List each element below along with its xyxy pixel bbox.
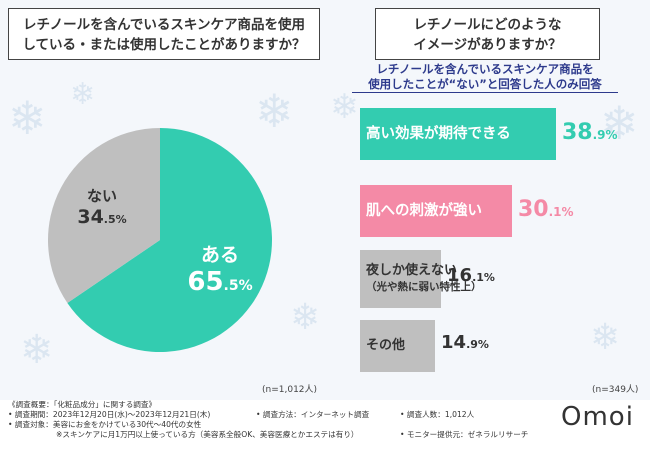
footer-provider: • モニター提供元：ゼネラルリサーチ bbox=[400, 430, 529, 439]
bar-2: 夜しか使えない （光や熱に弱い特性上） bbox=[360, 250, 482, 308]
snowflake-icon: ❄ bbox=[70, 77, 96, 112]
bar-value-0: 38.9% bbox=[562, 120, 618, 145]
bar-value-1: 30.1% bbox=[518, 197, 574, 222]
survey-footer: 《調査概要：「化粧品成分」に関する調査》 • 調査期間：2023年12月20日(… bbox=[8, 400, 548, 440]
pie-slice-label-aru: ある bbox=[200, 244, 239, 266]
footer-count: • 調査人数：1,012人 bbox=[400, 410, 475, 419]
pie-n-label: (n=1,012人) bbox=[262, 385, 318, 395]
snowflake-icon: ❄ bbox=[290, 297, 321, 338]
pie-slice-label-nai: ない bbox=[86, 187, 117, 205]
subtitle-underline bbox=[352, 92, 618, 93]
right-question-box: レチノールにどのような イメージがありますか？ bbox=[375, 8, 600, 60]
pie-slice-value-aru: 65.5% bbox=[187, 267, 253, 297]
snowflake-icon: ❄ bbox=[330, 87, 359, 127]
omoi-logo: Omoi bbox=[561, 402, 634, 432]
bar-1: 肌への刺激が強い bbox=[360, 185, 512, 237]
bar-value-3: 14.9% bbox=[441, 332, 489, 353]
right-subtitle: レチノールを含んでいるスキンケア商品を 使用したことが“ない”と回答した人のみ回… bbox=[368, 62, 602, 91]
snowflake-icon: ❄ bbox=[600, 96, 639, 150]
snowflake-icon: ❄ bbox=[8, 91, 47, 145]
bar-0: 高い効果が期待できる bbox=[360, 108, 556, 160]
footer-note: ※スキンケアに月1万円以上使っている方（美容系全般OK、美容医療とかエステは有り… bbox=[56, 430, 359, 439]
bar-value-2: 16.1% bbox=[447, 265, 495, 286]
bar-label-2: 夜しか使えない （光や熱に弱い特性上） bbox=[366, 263, 482, 293]
footer-target: • 調査対象：美容にお金をかけている30代～40代の女性 bbox=[8, 420, 202, 429]
snowflake-icon: ❄ bbox=[20, 327, 54, 373]
pie-label-nai: ない 34.5% bbox=[62, 185, 142, 228]
footer-period: • 調査期間：2023年12月20日(水)～2023年12月21日(木) bbox=[8, 410, 211, 419]
bar-label-3: その他 bbox=[366, 338, 406, 353]
footer-method: • 調査方法：インターネット調査 bbox=[256, 410, 370, 419]
pie-slice-0 bbox=[67, 128, 272, 353]
snowflake-icon: ❄ bbox=[255, 84, 294, 138]
pie-label-aru: ある 65.5% bbox=[165, 240, 275, 297]
bar-label-0: 高い効果が期待できる bbox=[366, 126, 511, 142]
bar-note-2: （光や熱に弱い特性上） bbox=[366, 281, 482, 293]
pie-slice-value-nai: 34.5% bbox=[77, 206, 127, 228]
left-question-box: レチノールを含んでいるスキンケア商品を使用 している・または使用したことがありま… bbox=[8, 8, 320, 60]
bar-label-1: 肌への刺激が強い bbox=[366, 203, 482, 219]
bar-n-label: (n=349人) bbox=[592, 385, 639, 395]
snowflake-icon: ❄ bbox=[590, 317, 621, 358]
footer-line1: 《調査概要：「化粧品成分」に関する調査》 bbox=[8, 400, 157, 409]
bar-3: その他 bbox=[360, 320, 435, 372]
pie-slice-1 bbox=[48, 128, 160, 303]
